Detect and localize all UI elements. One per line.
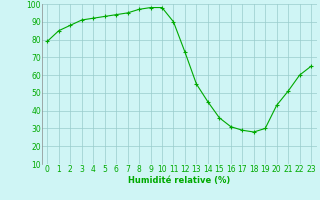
- X-axis label: Humidité relative (%): Humidité relative (%): [128, 176, 230, 185]
